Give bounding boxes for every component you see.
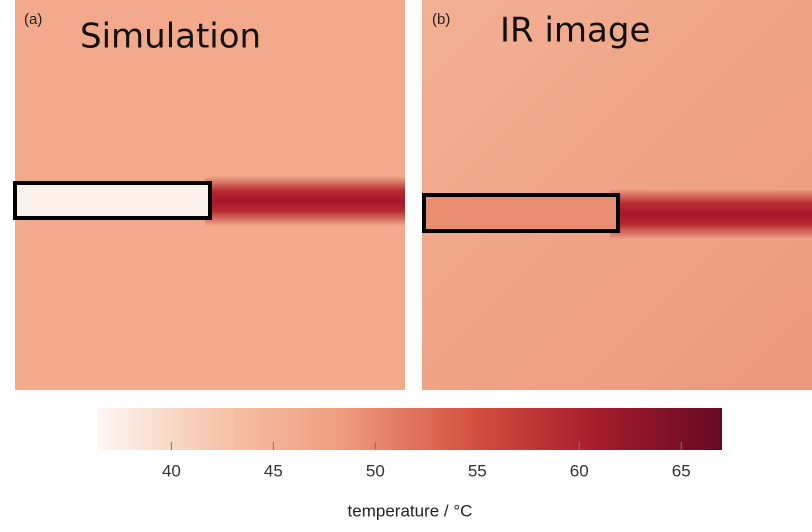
tick-label: 50 <box>366 461 385 480</box>
sample-outline <box>13 181 212 220</box>
heat-band <box>610 188 812 240</box>
tick-label: 65 <box>672 461 691 480</box>
tick-label: 40 <box>162 461 181 480</box>
panel-a: (a) Simulation <box>13 0 405 390</box>
panel-tag: (a) <box>24 11 42 28</box>
colorbar-label: temperature / °C <box>348 501 473 520</box>
panel-title: Simulation <box>80 17 261 57</box>
panel-b: (b) IR image <box>422 0 812 390</box>
colorbar-fill <box>98 408 722 450</box>
tick-label: 55 <box>468 461 487 480</box>
panel-title: IR image <box>500 11 650 51</box>
heat-band <box>205 176 405 226</box>
tick-label: 60 <box>570 461 589 480</box>
colorbar: temperature / °C 40 45 50 55 60 65 <box>98 408 722 520</box>
panel-tag: (b) <box>432 11 450 28</box>
sample-outline <box>422 193 620 233</box>
tick-label: 45 <box>264 461 283 480</box>
